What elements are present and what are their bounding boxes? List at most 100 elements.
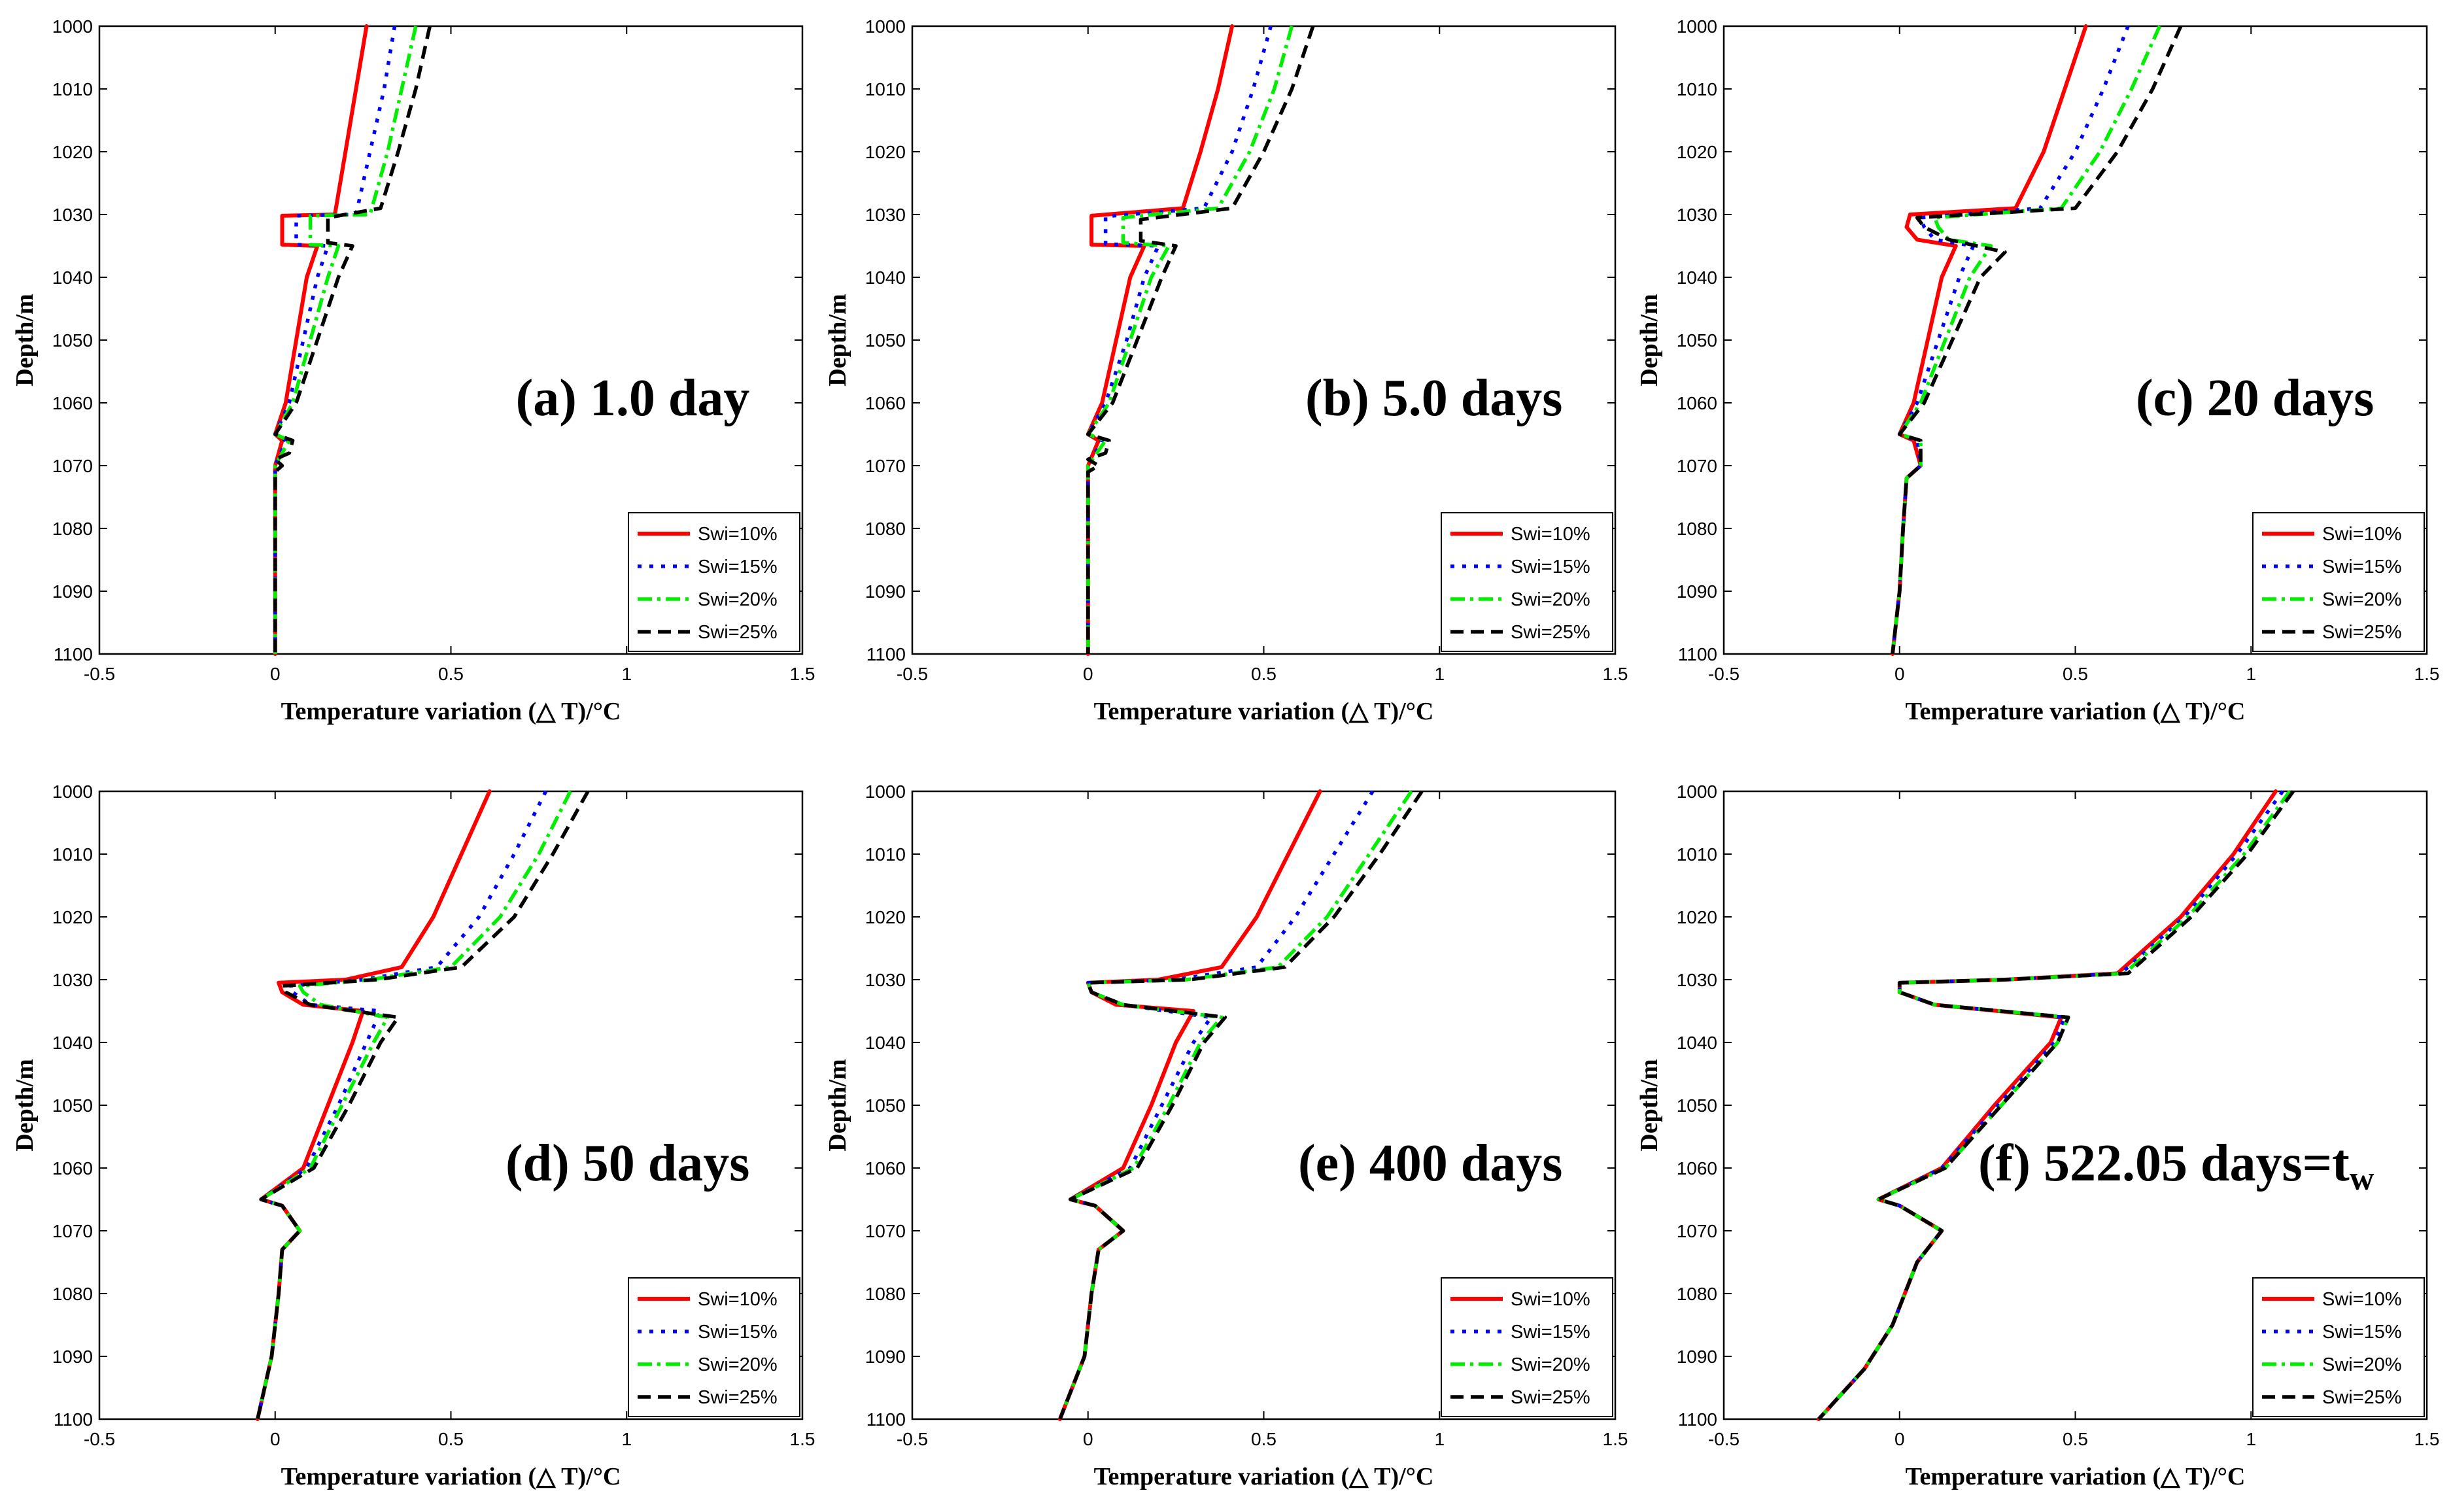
x-tick-label: 0.5 <box>1251 664 1277 684</box>
panel-label: (a) 1.0 day <box>516 369 750 427</box>
legend-box <box>1441 512 1613 652</box>
series-line-swi-20 <box>273 26 418 654</box>
panel-label-subscript: w <box>2350 1160 2374 1197</box>
series-line-swi-25 <box>256 790 590 1420</box>
y-tick-label: 1090 <box>865 1347 906 1367</box>
x-tick-label: 0 <box>270 1429 281 1449</box>
panel-a: -0.5 0 0.5 1 1.5 1000 1010 1020 1030 1040 1050 1060… <box>11 16 815 725</box>
panel-label: (c) 20 days <box>2136 369 2374 427</box>
x-tick-label: 0 <box>270 664 281 684</box>
x-tick-label: 1 <box>1434 664 1445 684</box>
legend-box <box>2252 1277 2425 1417</box>
y-axis-title: Depth/m <box>11 294 39 386</box>
y-tick-label: 1070 <box>1677 1221 1717 1241</box>
y-tick-label: 1040 <box>52 267 93 288</box>
y-tick-label: 1030 <box>52 970 93 990</box>
x-tick-label: -0.5 <box>897 664 928 684</box>
y-tick-label: 1000 <box>865 16 906 37</box>
y-tick-label: 1070 <box>52 456 93 476</box>
y-tick-label: 1040 <box>1677 1033 1717 1053</box>
legend-label: Swi=25% <box>2322 622 2402 643</box>
y-axis-title: Depth/m <box>1636 1059 1663 1151</box>
legend-label: Swi=10% <box>2322 1289 2402 1310</box>
legend-label: Swi=20% <box>698 1354 778 1375</box>
legend-label: Swi=25% <box>2322 1387 2402 1408</box>
x-tick-label: -0.5 <box>897 1429 928 1449</box>
y-tick-label: 1050 <box>1677 330 1717 351</box>
y-tick-label: 1070 <box>865 1221 906 1241</box>
panel-b: -0.5 0 0.5 1 1.5 1000 1010 1020 1030 1040 1050 1060… <box>824 16 1628 725</box>
x-tick-label: 1.5 <box>790 1429 815 1449</box>
legend-label: Swi=15% <box>698 1322 778 1343</box>
legend-box <box>2252 512 2425 652</box>
series-line-swi-25 <box>1817 790 2295 1420</box>
x-tick-label: 1 <box>621 1429 632 1449</box>
y-tick-label: 1050 <box>865 1095 906 1116</box>
y-tick-label: 1020 <box>52 142 93 162</box>
y-tick-label: 1060 <box>1677 393 1717 413</box>
y-axis-title: Depth/m <box>11 1059 39 1151</box>
y-tick-label: 1050 <box>52 1095 93 1116</box>
legend-label: Swi=20% <box>1511 1354 1590 1375</box>
legend-label: Swi=15% <box>1511 1322 1590 1343</box>
legend: Swi=10% Swi=15% Swi=20% Swi=25% <box>1441 512 1613 652</box>
legend: Swi=10% Swi=15% Swi=20% Swi=25% <box>628 512 800 652</box>
y-tick-label: 1070 <box>52 1221 93 1241</box>
x-axis-title: Temperature variation (△ T)/°C <box>281 1463 621 1490</box>
x-tick-label: 1.5 <box>790 664 815 684</box>
panel-e: -0.5 0 0.5 1 1.5 1000 1010 1020 1030 1040 1050 1060… <box>824 782 1628 1490</box>
x-tick-label: -0.5 <box>1708 1429 1740 1449</box>
panel-c: -0.5 0 0.5 1 1.5 1000 1010 1020 1030 1040 1050 1060… <box>1636 16 2439 725</box>
y-tick-label: 1090 <box>52 581 93 602</box>
legend-label: Swi=25% <box>698 1387 778 1408</box>
y-tick-label: 1100 <box>54 644 93 664</box>
legend: Swi=10% Swi=15% Swi=20% Swi=25% <box>2252 512 2425 652</box>
y-tick-label: 1020 <box>1677 907 1717 927</box>
legend-box <box>628 512 800 652</box>
y-tick-label: 1050 <box>1677 1095 1717 1116</box>
y-tick-label: 1020 <box>52 907 93 927</box>
x-tick-label: 0.5 <box>2063 1429 2088 1449</box>
x-tick-label: 0.5 <box>438 664 464 684</box>
y-tick-label: 1040 <box>1677 267 1717 288</box>
x-tick-label: 1.5 <box>2414 1429 2440 1449</box>
y-tick-label: 1060 <box>52 393 93 413</box>
y-tick-label: 1050 <box>52 330 93 351</box>
y-tick-label: 1070 <box>1677 456 1717 476</box>
x-tick-label: 0.5 <box>438 1429 464 1449</box>
series-line-swi-25 <box>273 26 432 654</box>
x-tick-label: 0 <box>1083 1429 1093 1449</box>
x-axis-title: Temperature variation (△ T)/°C <box>1906 1463 2246 1490</box>
x-tick-label: 0 <box>1894 1429 1905 1449</box>
x-tick-label: 0 <box>1083 664 1093 684</box>
legend-label: Swi=25% <box>1511 1387 1590 1408</box>
y-tick-label: 1000 <box>1677 782 1717 802</box>
legend-label: Swi=15% <box>2322 557 2402 577</box>
series-line-swi-10 <box>1057 789 1322 1421</box>
y-tick-label: 1040 <box>52 1033 93 1053</box>
y-tick-label: 1010 <box>1677 79 1717 99</box>
legend: Swi=10% Swi=15% Swi=20% Swi=25% <box>1441 1277 1613 1417</box>
x-tick-label: 1 <box>1434 1429 1445 1449</box>
legend-label: Swi=10% <box>1511 524 1590 545</box>
legend-label: Swi=25% <box>1511 622 1590 643</box>
series-line-swi-25 <box>1058 790 1424 1420</box>
panel-label: (b) 5.0 days <box>1305 369 1562 427</box>
y-axis-title: Depth/m <box>1636 294 1663 386</box>
x-tick-label: 1.5 <box>2414 664 2440 684</box>
y-tick-label: 1080 <box>865 1284 906 1304</box>
y-tick-label: 1000 <box>52 782 93 802</box>
legend-label: Swi=15% <box>2322 1322 2402 1343</box>
y-tick-label: 1070 <box>865 456 906 476</box>
panel-label: (f) 522.05 days=tw <box>1978 1135 2374 1197</box>
y-tick-label: 1000 <box>865 782 906 802</box>
x-tick-label: -0.5 <box>84 1429 115 1449</box>
y-tick-label: 1050 <box>865 330 906 351</box>
y-tick-label: 1080 <box>52 519 93 539</box>
y-tick-label: 1090 <box>1677 1347 1717 1367</box>
y-tick-label: 1080 <box>1677 519 1717 539</box>
series-line-swi-25 <box>1891 25 2183 655</box>
y-tick-label: 1020 <box>1677 142 1717 162</box>
y-tick-label: 1010 <box>865 79 906 99</box>
